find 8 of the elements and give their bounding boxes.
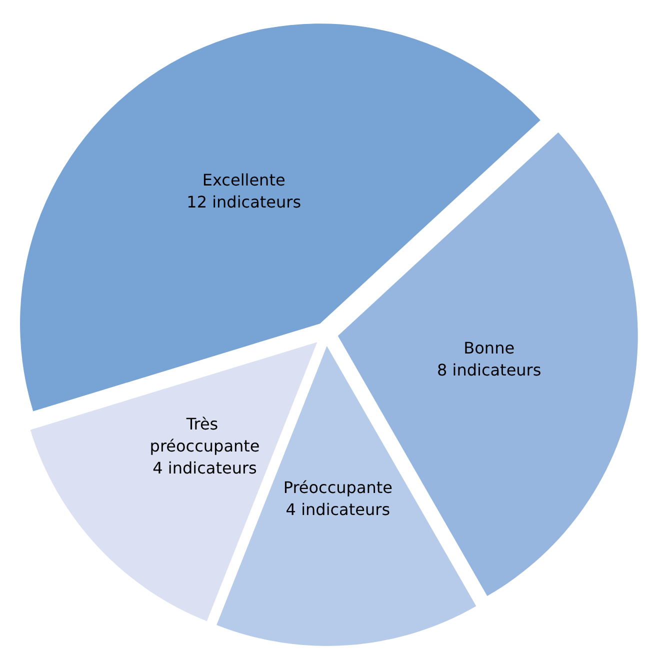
slice-label: Excellente bbox=[202, 170, 286, 190]
data-label: 4 indicateurs bbox=[152, 458, 257, 478]
data-label: 4 indicateurs bbox=[286, 500, 390, 520]
slice-label: Bonne bbox=[464, 338, 515, 358]
data-label: 8 indicateurs bbox=[436, 360, 542, 380]
slice-label: Préoccupante bbox=[283, 478, 393, 498]
slice-label: Très préoccupante bbox=[150, 414, 260, 456]
data-label: 12 indicateurs bbox=[186, 192, 302, 212]
